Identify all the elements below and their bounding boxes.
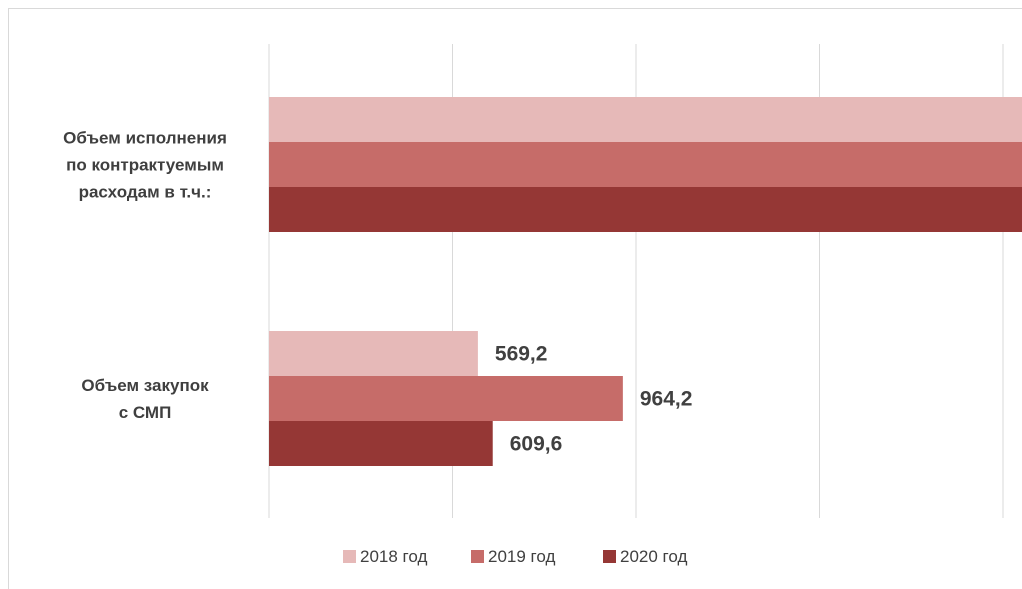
bar-2020-год-cat2: [269, 421, 493, 466]
legend-label: 2020 год: [620, 547, 687, 566]
bar-2018-год-cat2: [269, 331, 478, 376]
data-label: 609,6: [510, 433, 563, 456]
category-label: Объем закупок с СМП: [81, 376, 209, 422]
data-labels: 3 006,0569,23 131,1964,22 892,1609,6: [495, 343, 693, 456]
category-label: Объем исполнения по контрактуемым расходам…: [63, 129, 227, 202]
data-label: 569,2: [495, 343, 548, 366]
legend-swatch: [471, 550, 484, 563]
legend-label: 2019 год: [488, 547, 555, 566]
legend-label: 2018 год: [360, 547, 427, 566]
legend: 2018 год 2019 год 2020 год: [343, 547, 687, 566]
legend-swatch: [603, 550, 616, 563]
bar-2019-год-cat1: [269, 142, 1022, 187]
bar-2020-год-cat1: [269, 187, 1022, 232]
chart-frame: [8, 8, 1022, 589]
category-labels: Объем исполнения по контрактуемым расходам…: [63, 129, 227, 423]
bar-2019-год-cat2: [269, 376, 623, 421]
bars: [269, 97, 1022, 466]
data-label: 964,2: [640, 388, 693, 411]
legend-swatch: [343, 550, 356, 563]
bar-2018-год-cat1: [269, 97, 1022, 142]
